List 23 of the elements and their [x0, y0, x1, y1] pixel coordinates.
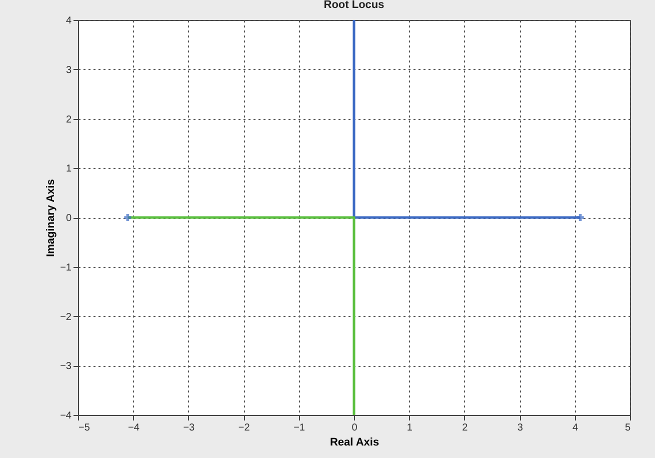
x-tick-label: −2: [238, 422, 250, 434]
chart-title: Root Locus: [324, 0, 384, 11]
x-tick-label: −5: [78, 422, 90, 434]
x-tick-label: 2: [462, 422, 468, 434]
x-tick-label: −1: [294, 422, 306, 434]
y-tick-label: 3: [66, 64, 72, 76]
y-tick-label: 4: [66, 16, 72, 26]
y-tick-label: −2: [60, 312, 72, 323]
y-tick-label: −3: [60, 361, 72, 372]
y-tick-label: 1: [66, 164, 72, 175]
x-tick-label: −4: [128, 422, 140, 434]
x-tick-label: 3: [517, 422, 524, 434]
y-tick-label: −1: [60, 262, 72, 274]
x-tick-label: 1: [406, 422, 413, 434]
y-tick-label: 0: [66, 213, 72, 224]
y-tick-label: −4: [60, 410, 72, 422]
x-tick-label: 0: [352, 422, 358, 434]
y-tick-label: 2: [66, 114, 72, 126]
y-axis-title: Imaginary Axis: [45, 179, 58, 257]
x-tick-label: −3: [183, 422, 196, 434]
x-tick-label: 5: [624, 422, 631, 434]
x-tick-label: 4: [572, 422, 579, 434]
x-axis-title: Real Axis: [330, 436, 380, 448]
